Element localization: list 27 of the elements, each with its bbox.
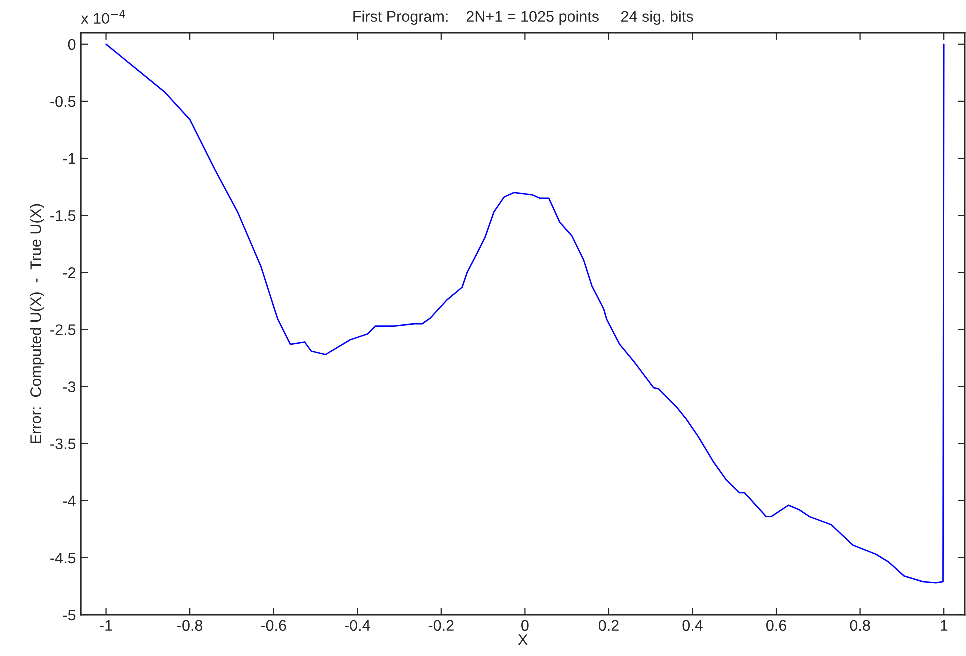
y-tick-label: -3 xyxy=(63,382,76,392)
y-axis-title: Error: Computed U(X) - True U(X) xyxy=(30,204,44,444)
text: x 10$^{−4}$ xyxy=(81,10,126,24)
x-tick-label: -0.4 xyxy=(345,620,370,632)
y-tick-label: -1.5 xyxy=(50,210,76,222)
x-axis-title: X xyxy=(518,634,528,646)
y-tick-label: 0 xyxy=(68,39,76,50)
x-tick-label: -1 xyxy=(100,620,112,631)
y-tick-label: -3.5 xyxy=(50,438,76,450)
x-tick-label: -0.8 xyxy=(178,620,203,632)
x-tick-label: 1 xyxy=(941,620,948,631)
y-tick-label: -2.5 xyxy=(50,324,76,336)
line-series xyxy=(106,44,945,584)
y-tick-label: -4 xyxy=(63,496,76,506)
x-tick-label: -0.2 xyxy=(428,620,454,632)
x-tick-label: 0.8 xyxy=(850,620,870,632)
x-tick-label: 0.6 xyxy=(766,620,786,632)
x-tick-label: 0 xyxy=(522,620,529,632)
chart-title: First Program: 2N+1 = 1025 points 24 sig. bits xyxy=(354,10,694,26)
y-tick-label: -2 xyxy=(63,268,76,278)
x-tick-label: 0.2 xyxy=(598,620,619,632)
y-tick-label: -4.5 xyxy=(50,552,76,564)
y-tick-label: -1 xyxy=(63,154,76,164)
x-tick-label: 0.4 xyxy=(682,620,703,632)
y-tick-label: -0.5 xyxy=(50,96,76,108)
y-tick-label: -5 xyxy=(63,610,76,621)
x-tick-label: -0.6 xyxy=(261,620,286,632)
